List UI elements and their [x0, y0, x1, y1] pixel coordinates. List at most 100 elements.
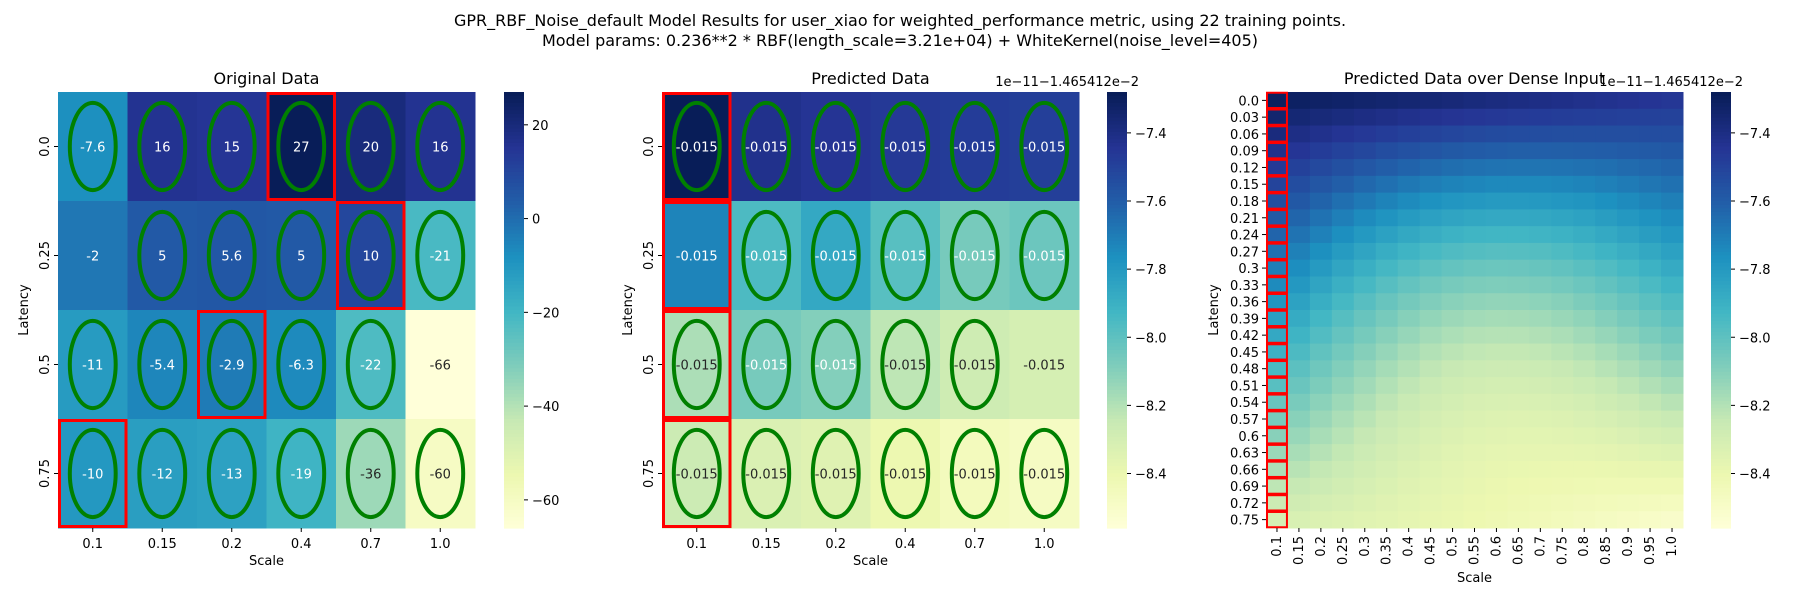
y-tick-label: 0.09: [1230, 145, 1259, 160]
colorbar-segment: [1711, 520, 1731, 525]
training-point-marker: [810, 100, 861, 193]
colorbar-segment: [504, 473, 524, 478]
heatmap-cell: [1309, 175, 1333, 194]
colorbar-segment: [1711, 92, 1731, 97]
heatmap-cell: [1419, 377, 1443, 395]
highlight-box: [1266, 158, 1288, 177]
colorbar-tick-label: 20: [532, 119, 549, 134]
heatmap-cell: [1595, 108, 1618, 127]
cell-annotation: -5.4: [150, 359, 175, 374]
heatmap-cell: [1309, 444, 1333, 462]
heatmap-cell: [1309, 393, 1333, 412]
x-tick-label: 0.1: [82, 537, 103, 552]
colorbar-segment: [1711, 262, 1731, 267]
x-tick-label: 0.1: [1270, 536, 1285, 557]
colorbar-segment: [1711, 142, 1731, 148]
colorbar-segment: [1107, 153, 1127, 158]
heatmap-cell: [1463, 293, 1486, 311]
heatmap-cell: [1661, 460, 1684, 479]
colorbar-offset-text: 1e−11−1.465412e−2: [1599, 75, 1743, 90]
heatmap-cell: [1485, 360, 1508, 378]
colorbar-segment: [1711, 244, 1731, 249]
heatmap-cell: [1419, 511, 1443, 529]
colorbar-segment: [1107, 295, 1127, 300]
colorbar-segment: [504, 328, 524, 333]
heatmap-cell: [1441, 259, 1465, 277]
heatmap-cell: [1463, 444, 1486, 462]
heatmap-cell: [1485, 192, 1508, 210]
heatmap-cell: [1331, 175, 1355, 194]
colorbar-segment: [1711, 491, 1731, 496]
heatmap-cell: [1441, 511, 1465, 529]
colorbar-segment: [1107, 328, 1127, 333]
heatmap-cell: [1529, 242, 1552, 261]
heatmap-cell: [1463, 242, 1486, 261]
cell-annotation: 5: [297, 250, 305, 265]
colorbar-segment: [1107, 102, 1127, 108]
colorbar-segment: [1711, 106, 1731, 111]
heatmap-cell: [1617, 175, 1640, 194]
heatmap-cell: [1309, 460, 1333, 479]
colorbar-segment: [504, 397, 524, 402]
colorbar-segment: [1107, 288, 1127, 293]
colorbar: −7.4 −7.6 −7.8 −8.0 −8.2 −8.4 1e−11−1.465412e−…: [1599, 75, 1771, 529]
highlight-box: [336, 201, 406, 310]
cell-annotation: -0.015: [1023, 250, 1065, 265]
colorbar-segment: [1711, 393, 1731, 398]
heatmap-cell: [1639, 511, 1662, 529]
colorbar-segment: [1711, 277, 1731, 282]
colorbar-segment: [1107, 349, 1127, 355]
colorbar-segment: [504, 208, 524, 213]
colorbar-segment: [504, 455, 524, 460]
colorbar-segment: [1711, 313, 1731, 318]
heatmap-cell: [1617, 310, 1640, 328]
heatmap-cell: [1617, 92, 1640, 110]
heatmap-cell: [1353, 310, 1377, 328]
heatmap-cell: [1287, 175, 1311, 194]
colorbar-segment: [504, 335, 524, 340]
heatmap-cell: [1309, 494, 1333, 512]
heatmap-cell: [1595, 427, 1618, 445]
highlight-boxes: [662, 92, 732, 528]
heatmap-cell: [1375, 142, 1399, 160]
heatmap-cell: [662, 201, 732, 311]
colorbar-segment: [504, 233, 524, 238]
colorbar-segment: [504, 339, 524, 344]
colorbar-offset-text: 1e−11−1.465412e−2: [995, 75, 1139, 90]
heatmap-cell: [1507, 125, 1530, 143]
heatmap-cell: [1595, 142, 1618, 160]
heatmap-cell: [1595, 477, 1618, 495]
heatmap-cell: [1375, 494, 1399, 512]
heatmap-cell: [1266, 310, 1289, 328]
colorbar-segment: [1711, 444, 1731, 449]
colorbar-segment: [1711, 364, 1731, 369]
colorbar-segment: [1711, 255, 1731, 260]
heatmap-cell: [1419, 477, 1443, 495]
colorbar-segment: [1711, 99, 1731, 104]
heatmap-cell: [1551, 410, 1574, 428]
heatmap-cell: [1441, 393, 1465, 412]
colorbar-segment: [1107, 379, 1127, 384]
heatmap-cell: [1266, 125, 1289, 143]
heatmap-cell: [1595, 92, 1618, 110]
heatmap-cell: [1287, 477, 1311, 495]
heatmap-cell: [1551, 276, 1574, 294]
colorbar-segment: [504, 161, 524, 166]
y-axis: 0.0 0.03 0.06 0.090.12 0.15 0.18 0.21 0.240.27 0…: [1207, 94, 1266, 529]
colorbar-segment: [1711, 455, 1731, 460]
training-point-marker: [276, 209, 327, 302]
heatmap-cell: [1353, 494, 1377, 512]
heatmap-cell: [1529, 444, 1552, 462]
colorbar-segment: [504, 171, 524, 177]
cell-annotation: -0.015: [815, 250, 857, 265]
training-markers: [67, 100, 466, 520]
heatmap-cell: [1375, 326, 1399, 345]
heatmap-cell: [1353, 276, 1377, 294]
colorbar-segment: [1711, 230, 1731, 235]
heatmap-cell: [1507, 477, 1530, 495]
heatmap-cell: [1419, 410, 1443, 428]
y-tick-label: 0.36: [1230, 296, 1259, 311]
x-axis: 0.1 0.15 0.2 0.25 0.3 0.35 0.4 0.45 0.5 0.55 0.6 0.…: [1270, 528, 1680, 586]
heatmap-cell: [1266, 460, 1289, 479]
